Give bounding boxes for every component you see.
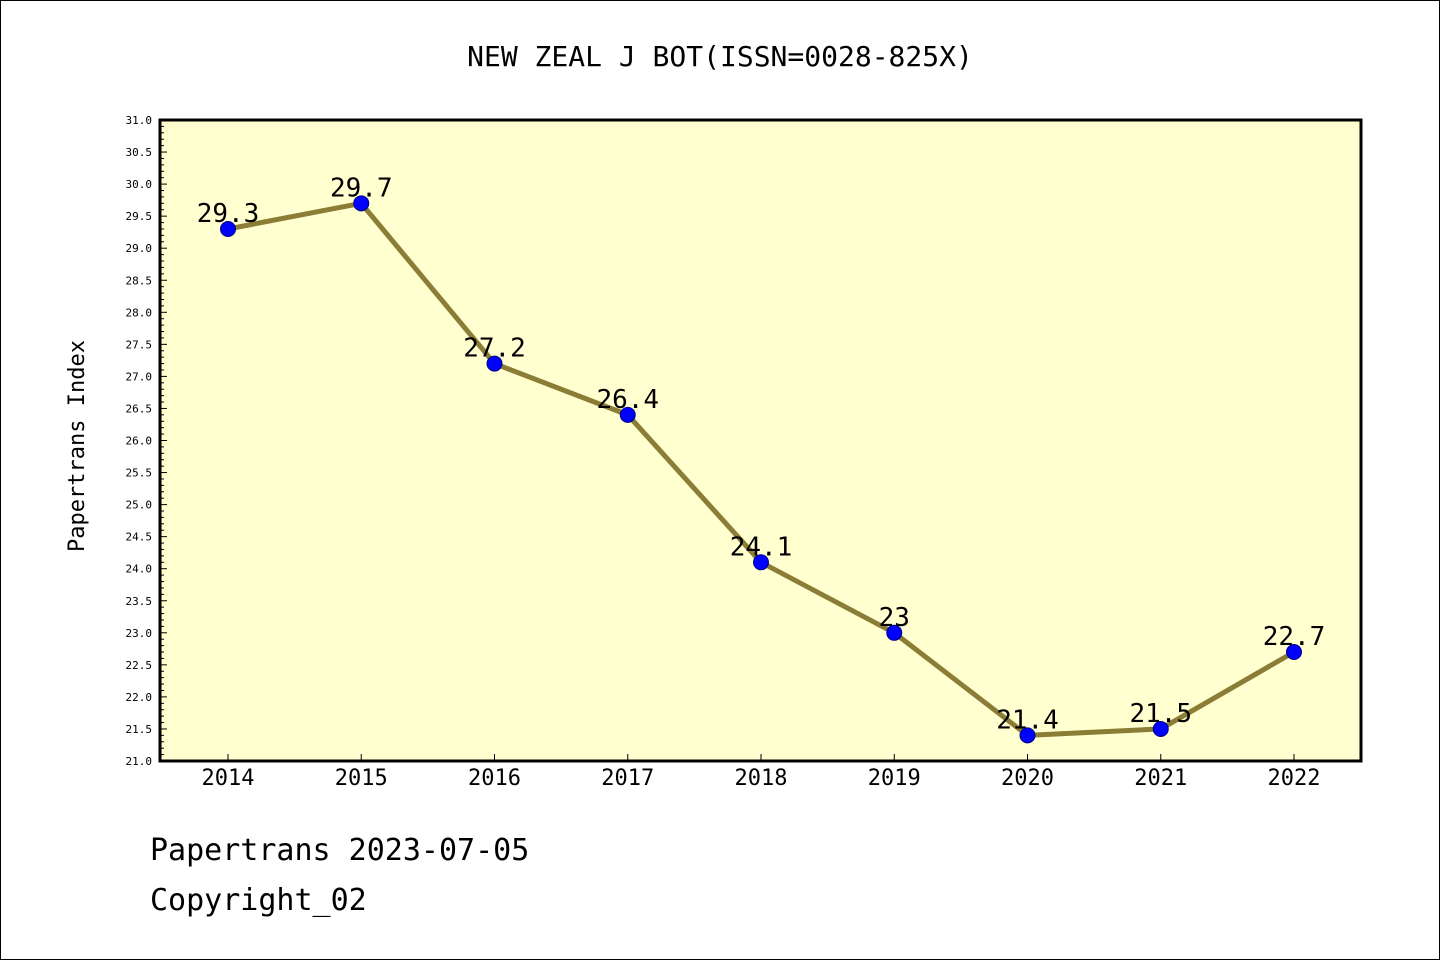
chart-title: NEW ZEAL J BOT(ISSN=0028-825X) — [467, 40, 973, 73]
y-tick-label: 22.0 — [126, 691, 153, 704]
data-label: 21.4 — [996, 705, 1059, 735]
data-point — [353, 195, 370, 212]
data-point — [1286, 644, 1302, 661]
y-tick-label: 30.5 — [126, 146, 153, 159]
y-axis: 21.0 21.5 22.0 22.5 23.0 23.5 24.0 24.5 25.0 25.5… — [126, 114, 167, 768]
y-tick-label: 30.0 — [126, 178, 153, 191]
x-tick-label: 2019 — [868, 766, 921, 791]
y-tick-label: 27.5 — [126, 338, 153, 351]
x-tick-label: 2014 — [202, 766, 255, 791]
data-label: 21.5 — [1129, 699, 1192, 729]
plot-area — [158, 118, 1363, 763]
data-point — [886, 624, 903, 641]
x-tick-label: 2017 — [601, 766, 654, 791]
y-tick-label: 24.5 — [126, 531, 153, 544]
data-point — [753, 554, 769, 571]
y-tick-label: 28.0 — [126, 306, 153, 319]
x-axis: 2014 2015 2016 2017 2018 2019 2020 2021 2022 — [202, 754, 1321, 791]
data-point — [1152, 720, 1169, 737]
y-tick-label: 23.5 — [126, 595, 153, 608]
x-tick-label: 2022 — [1268, 766, 1321, 791]
data-label: 27.2 — [463, 334, 526, 364]
y-tick-label: 31.0 — [126, 114, 153, 127]
y-tick-label: 27.0 — [126, 370, 153, 383]
x-tick-label: 2015 — [335, 766, 388, 791]
footer-line-1: Papertrans 2023-07-05 — [150, 833, 530, 868]
y-tick-label: 25.5 — [126, 467, 153, 480]
y-tick-label: 26.0 — [126, 435, 153, 448]
y-tick-label: 21.5 — [126, 723, 153, 736]
data-label: 23 — [879, 603, 910, 633]
data-point — [619, 406, 636, 423]
y-tick-label: 23.0 — [126, 627, 153, 640]
series-group: 29.3 29.7 27.2 26.4 24.1 23 21.4 21.5 22.7 — [197, 173, 1326, 744]
data-label: 22.7 — [1263, 622, 1326, 652]
data-label: 26.4 — [596, 385, 659, 415]
x-tick-label: 2016 — [468, 766, 521, 791]
y-tick-label: 28.5 — [126, 274, 153, 287]
x-tick-label: 2021 — [1134, 766, 1187, 791]
y-tick-label: 29.5 — [126, 210, 153, 223]
x-tick-label: 2020 — [1001, 766, 1054, 791]
y-tick-label: 21.0 — [126, 755, 153, 768]
x-tick-label: 2018 — [735, 766, 788, 791]
y-tick-label: 22.5 — [126, 659, 153, 672]
y-tick-label: 29.0 — [126, 242, 153, 255]
y-tick-label: 26.5 — [126, 402, 153, 415]
data-point — [220, 220, 236, 237]
data-label: 29.7 — [330, 173, 393, 203]
footer-line-2: Copyright_02 — [150, 883, 367, 918]
data-point — [1019, 727, 1036, 744]
y-tick-label: 25.0 — [126, 499, 153, 512]
data-label: 24.1 — [730, 532, 793, 562]
data-point — [486, 355, 503, 372]
y-tick-label: 24.0 — [126, 563, 153, 576]
y-axis-label: Papertrans Index — [65, 340, 90, 552]
data-label: 29.3 — [197, 199, 260, 229]
